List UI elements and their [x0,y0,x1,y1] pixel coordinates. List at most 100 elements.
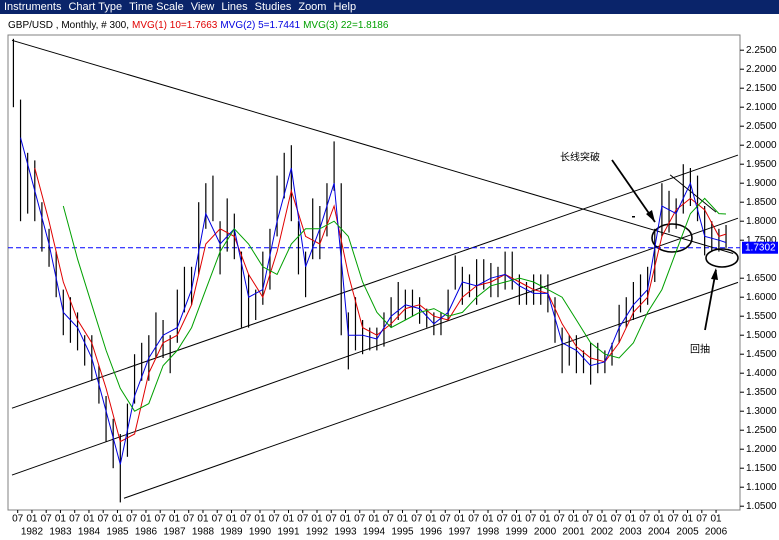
x-tick-label: 07 [12,514,24,525]
x-tick-label: 07 [411,514,423,525]
trendline [11,217,739,476]
x-year-label: 1985 [106,527,129,538]
arrowhead [711,268,718,280]
x-tick-label: 01 [283,514,295,525]
menu-item[interactable]: Time Scale [129,1,184,13]
x-year-label: 2004 [648,527,671,538]
x-tick-label: 01 [226,514,238,525]
x-tick-label: 01 [197,514,209,525]
x-tick-label: 01 [596,514,608,525]
menu-item[interactable]: View [190,1,215,13]
y-tick-label: 1.4500 [746,349,777,360]
x-year-label: 1987 [163,527,186,538]
x-tick-label: 07 [326,514,338,525]
current-price-label: 1.7302 [745,242,776,253]
x-year-label: 2002 [591,527,614,538]
y-tick-label: 1.5000 [746,330,777,341]
y-tick-label: 1.2500 [746,425,777,436]
menu-item[interactable]: Chart Type [68,1,123,13]
x-year-label: 2003 [619,527,642,538]
x-tick-label: 07 [183,514,195,525]
x-tick-label: 01 [682,514,694,525]
x-tick-label: 07 [126,514,138,525]
y-tick-label: 1.7500 [746,235,777,246]
annotation: 回抽 [690,343,710,356]
y-tick-label: 1.8000 [746,216,777,227]
x-year-label: 1994 [363,527,386,538]
x-year-label: 2000 [534,527,557,538]
dot [632,216,635,218]
x-year-label: 1984 [78,527,101,538]
x-year-label: 1997 [448,527,471,538]
y-tick-label: 2.0000 [746,140,777,151]
y-tick-label: 1.9500 [746,159,777,170]
menu-item[interactable]: Studies [254,1,292,13]
x-tick-label: 01 [710,514,722,525]
x-tick-label: 01 [254,514,266,525]
x-tick-label: 01 [539,514,551,525]
arrow [704,269,717,331]
chart: 长线突破 回抽 GBP/USD , Monthly, # 300, MVG(1) … [7,20,778,538]
menu-bar: Instruments Chart Type Time Scale View Lines… [0,0,779,14]
y-tick-label: 1.2000 [746,444,777,455]
chart-title: GBP/USD , Monthly, # 300, [8,20,129,31]
x-year-label: 1993 [334,527,357,538]
x-tick-label: 07 [69,514,81,525]
y-tick-label: 1.6000 [746,292,777,303]
x-tick-label: 07 [240,514,252,525]
x-year-label: 2001 [562,527,585,538]
x-tick-label: 01 [169,514,181,525]
x-tick-label: 07 [297,514,309,525]
x-tick-label: 07 [554,514,566,525]
x-tick-label: 07 [155,514,167,525]
x-year-label: 1999 [505,527,528,538]
trendline [11,154,739,409]
chart-header: GBP/USD , Monthly, # 300, MVG(1) 10=1.766… [8,20,389,31]
legend-entry: MVG(2) 5=1.7441 [220,20,300,31]
x-year-label: 1986 [135,527,158,538]
moving-average [34,167,727,443]
x-year-label: 1983 [49,527,72,538]
current-price-box [742,241,778,254]
x-tick-label: 07 [440,514,452,525]
x-tick-label: 01 [454,514,466,525]
y-tick-label: 1.9000 [746,178,777,189]
y-tick-label: 1.0500 [746,501,777,512]
x-year-label: 1991 [277,527,300,538]
moving-average [20,137,727,465]
highlight-ellipse [651,223,693,253]
menu-item[interactable]: Help [333,1,357,13]
y-tick-label: 1.5500 [746,311,777,322]
x-tick-label: 07 [582,514,594,525]
plot-frame [7,34,741,511]
x-tick-label: 07 [639,514,651,525]
y-tick-label: 2.2000 [746,64,777,75]
x-tick-label: 01 [83,514,95,525]
x-tick-label: 01 [397,514,409,525]
x-year-label: 1996 [420,527,443,538]
menu-item[interactable]: Instruments [4,1,62,13]
x-tick-label: 01 [311,514,323,525]
y-tick-label: 1.3500 [746,387,777,398]
x-year-label: 1989 [220,527,243,538]
trendline [11,39,734,254]
x-tick-label: 01 [482,514,494,525]
x-year-label: 1995 [391,527,414,538]
x-tick-label: 01 [568,514,580,525]
annotation: 长线突破 [560,151,600,164]
x-tick-label: 07 [696,514,708,525]
x-tick-label: 07 [269,514,281,525]
x-year-label: 1990 [249,527,272,538]
x-tick-label: 07 [41,514,53,525]
x-tick-label: 07 [525,514,537,525]
moving-average [62,197,727,412]
y-tick-label: 1.8500 [746,197,777,208]
menu-item[interactable]: Lines [221,1,248,13]
x-year-label: 1998 [477,527,500,538]
y-tick-label: 1.1000 [746,482,777,493]
x-tick-label: 01 [55,514,67,525]
arrowhead [646,210,655,222]
menu-item[interactable]: Zoom [298,1,327,13]
y-tick-label: 2.0500 [746,121,777,132]
y-tick-label: 1.3000 [746,406,777,417]
